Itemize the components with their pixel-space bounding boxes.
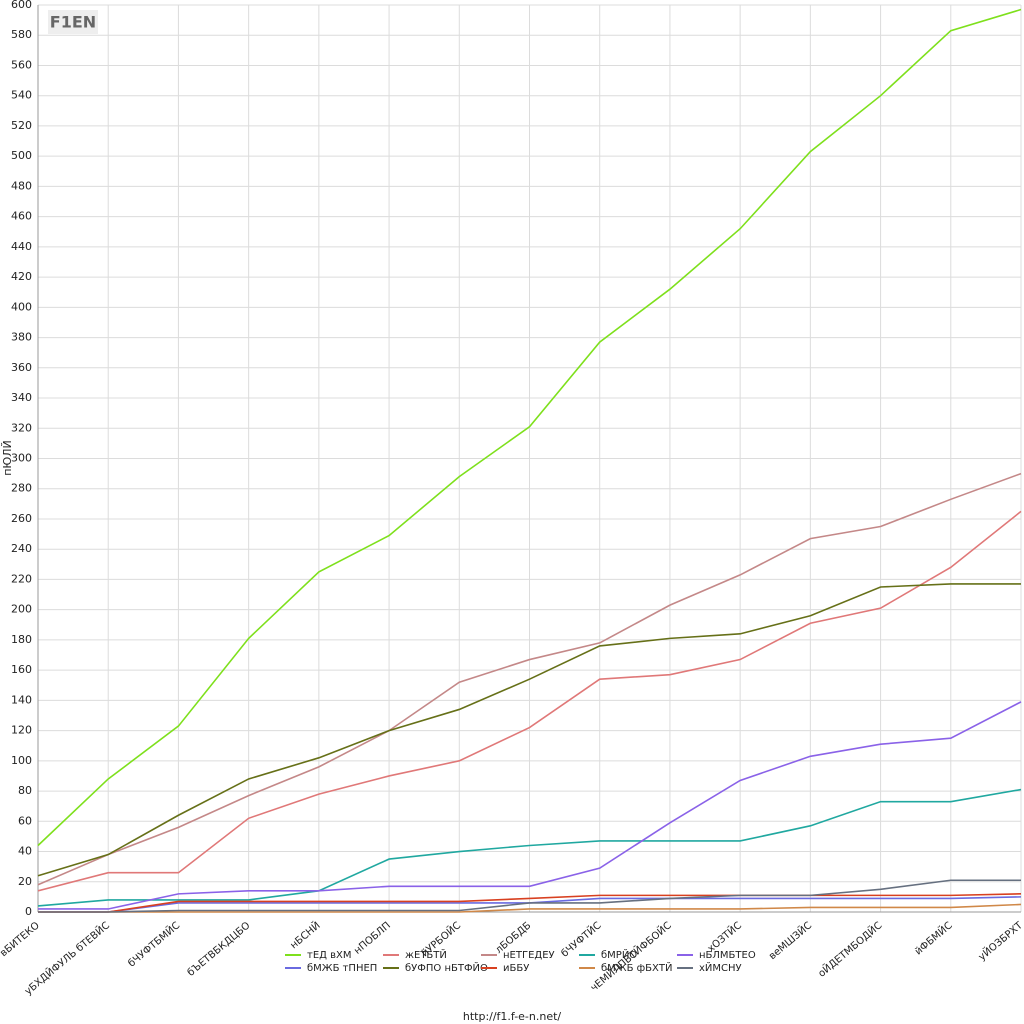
y-tick-label: 400	[11, 300, 32, 313]
y-tick-label: 180	[11, 633, 32, 646]
series-line	[37, 510, 1022, 892]
series-line	[38, 879, 1021, 913]
x-tick-label: вБИТЕКО	[0, 920, 42, 959]
y-tick-label: 120	[11, 724, 32, 737]
y-tick-label: 240	[11, 542, 32, 555]
y-tick-label: 20	[18, 875, 32, 888]
logo-box	[48, 10, 98, 34]
y-tick-label: 100	[11, 754, 32, 767]
series-line	[37, 583, 1021, 877]
legend-label: иББУ	[503, 963, 529, 974]
x-tick-label: веМШЗЙС	[766, 919, 814, 963]
y-tick-label: 40	[18, 845, 32, 858]
y-tick-label: 560	[11, 58, 32, 71]
y-tick-label: 280	[11, 482, 32, 495]
y-tick-label: 380	[11, 331, 32, 344]
series-line	[37, 8, 1022, 847]
series-line	[38, 903, 1022, 913]
legend-label: бУФПО нБТФЙО	[405, 961, 488, 974]
y-tick-label: 600	[11, 0, 32, 11]
y-tick-label: 200	[11, 603, 32, 616]
y-tick-label: 0	[25, 905, 32, 918]
legend-label: нБЛМБТЕО	[699, 950, 756, 961]
y-tick-label: 60	[18, 814, 32, 827]
series-line	[37, 472, 1022, 886]
legend-label: бМЖБ фБХТЙ	[601, 961, 672, 974]
legend-label: бМРЙО	[601, 948, 637, 961]
x-tick-label: йФБМЙС	[912, 919, 955, 958]
legend-label: тЕД вХМ	[307, 950, 352, 961]
logo: F1EN	[50, 13, 96, 32]
y-tick-label: 520	[11, 119, 32, 132]
y-tick-label: 340	[11, 391, 32, 404]
y-tick-label: 500	[11, 149, 32, 162]
y-tick-label: 540	[11, 89, 32, 102]
x-tick-label: бЧУФТЙС	[558, 919, 603, 960]
y-tick-label: 440	[11, 240, 32, 253]
x-tick-label: оЙДЕТМБОДЙС	[815, 919, 884, 980]
legend-label: нЕТГЕДЕУ	[503, 950, 555, 961]
y-axis-label: пЮЛЙ	[1, 440, 14, 476]
footer: http://f1.f-e-n.net/	[463, 1010, 562, 1023]
y-tick-label: 580	[11, 28, 32, 41]
y-tick-label: 320	[11, 421, 32, 434]
y-tick-label: 420	[11, 270, 32, 283]
x-tick-label: уЙОЗБРХТ	[975, 918, 1024, 963]
x-tick-label: бЧУФТБМЙС	[125, 919, 182, 970]
y-tick-label: 80	[18, 784, 32, 797]
legend-label: хЙМСНУ	[699, 961, 742, 974]
y-tick-label: 300	[11, 452, 32, 465]
y-tick-label: 160	[11, 663, 32, 676]
legend-label: жЕТБТЙ	[405, 948, 447, 961]
legend-label: бМЖБ тПНЕП	[307, 963, 377, 974]
series-line	[38, 701, 1022, 910]
y-tick-label: 360	[11, 361, 32, 374]
series-line	[38, 893, 1022, 913]
series-line	[37, 788, 1022, 907]
y-tick-label: 260	[11, 512, 32, 525]
x-tick-label: нБСНЙ	[287, 919, 322, 952]
y-tick-label: 480	[11, 179, 32, 192]
y-tick-label: 220	[11, 572, 32, 585]
x-tick-label: нПОБЛП	[352, 920, 393, 957]
y-tick-label: 460	[11, 210, 32, 223]
y-tick-label: 140	[11, 693, 32, 706]
x-tick-label: бЪЕТВБКДЦБО	[186, 920, 253, 979]
